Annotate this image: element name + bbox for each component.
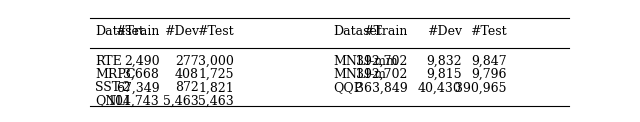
Text: MNLI-m: MNLI-m [333, 68, 386, 81]
Text: Dataset: Dataset [333, 25, 382, 38]
Text: SST-2: SST-2 [95, 81, 131, 94]
Text: 3,668: 3,668 [124, 68, 159, 81]
Text: 67,349: 67,349 [116, 81, 159, 94]
Text: 390,965: 390,965 [455, 81, 507, 94]
Text: 872: 872 [175, 81, 199, 94]
Text: MRPC: MRPC [95, 68, 136, 81]
Text: 9,832: 9,832 [426, 55, 462, 68]
Text: #Dev: #Dev [427, 25, 462, 38]
Text: 5,463: 5,463 [198, 95, 234, 108]
Text: #Train: #Train [115, 25, 159, 38]
Text: #Dev: #Dev [164, 25, 199, 38]
Text: QQP: QQP [333, 81, 362, 94]
Text: #Test: #Test [197, 25, 234, 38]
Text: 392,702: 392,702 [356, 55, 408, 68]
Text: RTE: RTE [95, 55, 122, 68]
Text: 9,847: 9,847 [471, 55, 507, 68]
Text: 104,743: 104,743 [108, 95, 159, 108]
Text: 363,849: 363,849 [356, 81, 408, 94]
Text: 40,430: 40,430 [418, 81, 462, 94]
Text: 2,490: 2,490 [124, 55, 159, 68]
Text: 392,702: 392,702 [356, 68, 408, 81]
Text: 3,000: 3,000 [198, 55, 234, 68]
Text: 9,815: 9,815 [426, 68, 462, 81]
Text: QNLI: QNLI [95, 95, 129, 108]
Text: Dataset: Dataset [95, 25, 144, 38]
Text: 408: 408 [175, 68, 199, 81]
Text: 1,821: 1,821 [198, 81, 234, 94]
Text: 277: 277 [175, 55, 199, 68]
Text: 5,463: 5,463 [163, 95, 199, 108]
Text: 1,725: 1,725 [198, 68, 234, 81]
Text: 9,796: 9,796 [471, 68, 507, 81]
Text: MNLI-mm: MNLI-mm [333, 55, 397, 68]
Text: #Train: #Train [363, 25, 408, 38]
Text: #Test: #Test [470, 25, 507, 38]
